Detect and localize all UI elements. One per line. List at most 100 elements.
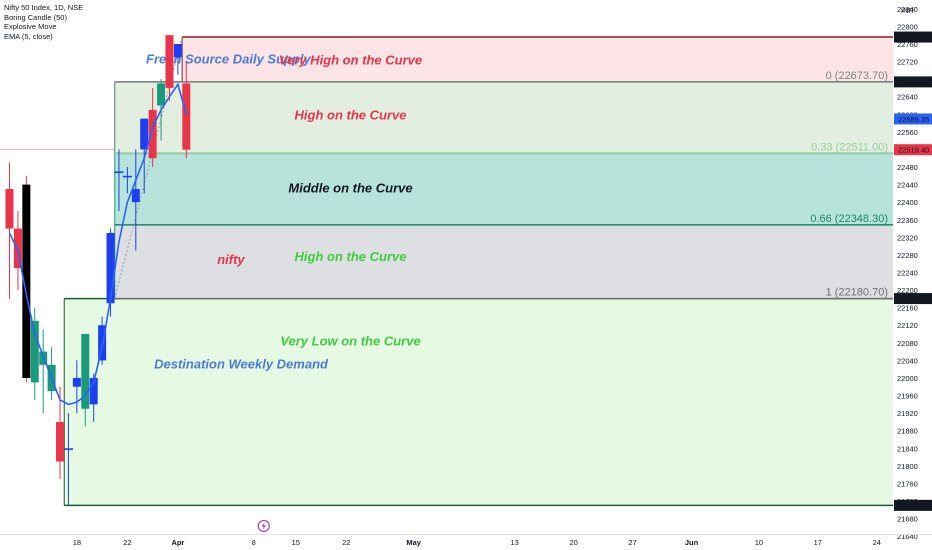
price-tags: 22775.70 22673.70 22589.35 22519.40 22180.70… <box>894 31 932 511</box>
candle-body <box>122 175 132 178</box>
candle-15[interactable] <box>131 149 140 251</box>
ema-line[interactable] <box>8 82 188 406</box>
y-tick-label: 22640 <box>897 93 918 102</box>
legend-indicator-explosive-move[interactable]: Explosive Move <box>4 22 57 32</box>
price-tag-5 <box>894 499 932 511</box>
price-tag-0 <box>894 31 932 43</box>
price-tag-label-0: 22775.70 <box>898 33 929 42</box>
fib-label-1: 0.33 (22511.00) <box>811 141 888 153</box>
candle-body <box>165 35 174 88</box>
candles <box>5 35 191 506</box>
candle-body <box>89 377 98 405</box>
y-tick-label: 22840 <box>897 5 918 14</box>
y-tick-label: 21680 <box>897 515 918 524</box>
zone-fib-middle[interactable] <box>114 153 893 225</box>
zone-label-1: Very High on the Curve <box>279 53 422 68</box>
price-tag-label-4: 22180.70 <box>898 295 929 304</box>
y-tick-label: 22280 <box>897 251 918 260</box>
zone-label-4: nifty <box>217 252 245 267</box>
x-axis: 18 22 Apr 8 15 22 May 13 20 27 Jun 10 17 24 <box>0 534 932 547</box>
zone-fib-upper[interactable] <box>114 81 893 154</box>
candle-body <box>182 83 191 150</box>
chart-legend: Nifty 50 Index, 1D, NSE Boring Candle (5… <box>4 3 83 41</box>
candle-body <box>131 188 140 203</box>
y-tick-label: 22040 <box>897 356 918 365</box>
y-tick-label: 22720 <box>897 58 918 67</box>
price-tag-label-5: 21710.20 <box>898 501 929 510</box>
candle-body <box>157 83 166 106</box>
x-tick-label: 13 <box>511 538 519 547</box>
candle-body <box>173 43 182 58</box>
y-tick-label: 22240 <box>897 269 918 278</box>
zones <box>63 36 894 507</box>
x-tick-label: 8 <box>252 538 256 547</box>
candle-14[interactable] <box>122 167 132 194</box>
candle-19[interactable] <box>165 35 174 102</box>
currency-label: INR <box>901 6 915 15</box>
candle-body <box>13 228 22 269</box>
price-tag-label-1: 22673.70 <box>898 78 929 87</box>
y-tick-label: 21880 <box>897 427 918 436</box>
y-tick-label: 22200 <box>897 286 918 295</box>
candle-body <box>114 171 124 174</box>
y-tick-label: 22360 <box>897 216 918 225</box>
candle-body <box>81 334 90 409</box>
candle-3[interactable] <box>30 307 39 400</box>
candle-body <box>56 421 65 462</box>
zone-label-6: Very Low on the Curve <box>280 334 420 349</box>
y-tick-label: 21840 <box>897 444 918 453</box>
candle-body <box>22 184 31 378</box>
candle-13[interactable] <box>114 149 124 211</box>
x-tick-label: 27 <box>628 538 636 547</box>
fib-label-3: 1 (22180.70) <box>826 287 888 299</box>
fib-label-2: 0.66 (22348.30) <box>810 213 888 225</box>
price-tag-3 <box>894 144 932 156</box>
zone-fib-lower[interactable] <box>114 224 893 299</box>
legend-indicator-ema[interactable]: EMA (5, close) <box>4 31 53 41</box>
y-tick-label: 22000 <box>897 374 918 383</box>
x-tick-label: Jun <box>685 538 699 547</box>
x-tick-label: 18 <box>73 538 81 547</box>
zone-demand[interactable] <box>64 298 894 506</box>
price-tag-label-2: 22589.35 <box>898 115 929 124</box>
y-tick-label: 22160 <box>897 304 918 313</box>
candle-body <box>63 448 73 450</box>
candle-0[interactable] <box>5 162 14 299</box>
x-tick-label: 22 <box>123 538 131 547</box>
zone-supply[interactable] <box>182 37 894 82</box>
price-tag-1 <box>894 76 932 88</box>
y-tick-label: 21920 <box>897 409 918 418</box>
price-tag-label-3: 22519.40 <box>898 146 929 155</box>
x-tick-label: 24 <box>873 538 881 547</box>
zone-label-0: Fresh Source Daily Supply <box>146 51 311 66</box>
candle-8[interactable] <box>72 360 81 414</box>
candle-body <box>106 232 115 304</box>
zone-label-7: Destination Weekly Demand <box>154 356 329 371</box>
y-tick-label: 21800 <box>897 462 918 471</box>
y-tick-label: 22800 <box>897 22 918 31</box>
candle-body <box>140 118 149 150</box>
candle-body <box>5 188 14 229</box>
zone-label-3: Middle on the Curve <box>288 181 412 196</box>
y-tick-label: 21640 <box>897 532 918 541</box>
lightning-icon <box>261 522 266 530</box>
legend-symbol[interactable]: Nifty 50 Index, 1D, NSE <box>4 3 84 12</box>
fib-label-0: 0 (22673.70) <box>826 70 888 82</box>
candle-21[interactable] <box>182 61 191 159</box>
candle-2[interactable] <box>22 175 31 383</box>
y-tick-label: 22400 <box>897 198 918 207</box>
price-tag-4 <box>894 293 932 305</box>
candle-body <box>72 377 81 387</box>
price-tag-2 <box>894 113 932 125</box>
candle-20[interactable] <box>173 43 182 75</box>
y-tick-label: 22560 <box>897 128 918 137</box>
x-tick-label: 17 <box>814 538 822 547</box>
candle-7[interactable] <box>63 413 73 506</box>
legend-indicator-boring-candle[interactable]: Boring Candle (50) <box>4 12 67 22</box>
candle-6[interactable] <box>56 386 65 480</box>
x-tick-label: 10 <box>755 538 763 547</box>
x-tick-label: Apr <box>171 538 184 547</box>
candle-9[interactable] <box>81 334 90 427</box>
